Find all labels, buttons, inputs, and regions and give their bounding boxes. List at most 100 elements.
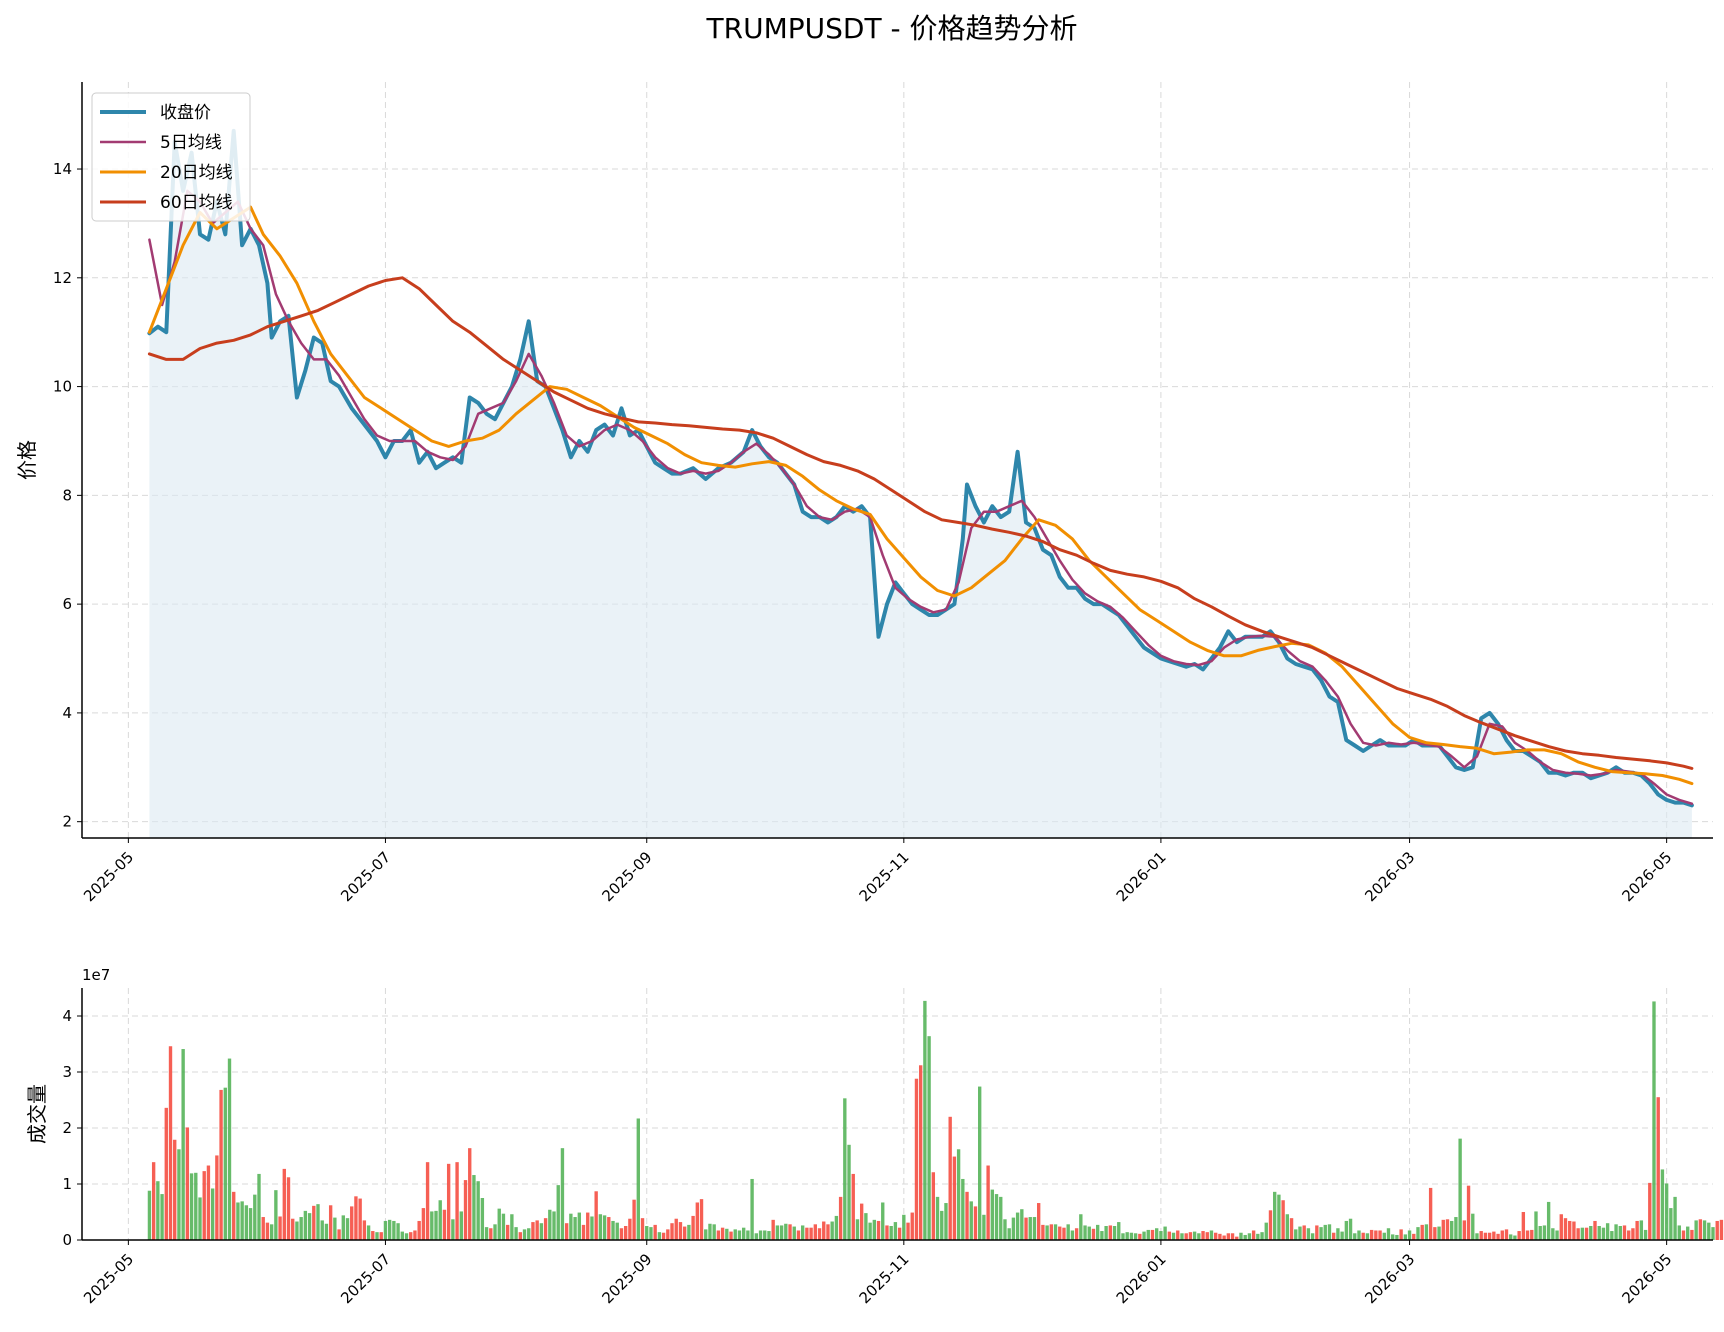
volume-bar — [1479, 1231, 1483, 1240]
volume-bar — [404, 1233, 409, 1240]
price-x-tick-label: 2026-03 — [1361, 848, 1418, 905]
volume-bar — [257, 1173, 261, 1240]
volume-bar — [1302, 1225, 1306, 1240]
volume-y-tick-label: 1 — [62, 1175, 72, 1193]
volume-bar — [548, 1209, 552, 1240]
volume-bar — [1251, 1230, 1256, 1240]
volume-bar — [822, 1221, 826, 1240]
volume-bar — [914, 1078, 919, 1240]
volume-bar — [181, 1049, 185, 1240]
volume-bar — [468, 1148, 472, 1240]
volume-bar — [1167, 1231, 1172, 1240]
volume-bar — [1416, 1227, 1420, 1240]
volume-bar — [168, 1046, 173, 1240]
volume-bar — [1277, 1194, 1281, 1240]
volume-bar — [1066, 1224, 1070, 1240]
volume-bar — [1003, 1219, 1007, 1240]
volume-bar — [1045, 1225, 1049, 1240]
volume-bar — [931, 1172, 936, 1240]
volume-bar — [577, 1212, 581, 1240]
volume-bar — [463, 1180, 468, 1240]
volume-bar — [615, 1222, 619, 1240]
volume-bar — [1487, 1232, 1492, 1240]
volume-bar — [1230, 1233, 1235, 1240]
volume-bar — [843, 1098, 847, 1240]
volume-bar — [1513, 1235, 1517, 1240]
volume-bar — [396, 1223, 400, 1240]
volume-bar — [767, 1231, 771, 1240]
volume-bar — [569, 1213, 573, 1240]
volume-bar — [1454, 1217, 1458, 1240]
volume-bar — [847, 1144, 851, 1240]
volume-bar — [1121, 1233, 1125, 1240]
volume-bar — [923, 1000, 927, 1240]
volume-bar — [189, 1173, 194, 1240]
volume-bar — [173, 1139, 177, 1240]
volume-bar — [746, 1230, 750, 1240]
volume-bar — [383, 1220, 388, 1240]
volume-bar — [1428, 1187, 1433, 1240]
volume-bar — [307, 1213, 312, 1240]
volume-bar — [1530, 1229, 1534, 1240]
volume-bar — [1117, 1222, 1121, 1240]
volume-bar — [1192, 1231, 1197, 1240]
volume-bar — [598, 1214, 603, 1240]
volume-bar — [1445, 1219, 1450, 1240]
volume-bar — [299, 1217, 303, 1240]
volume-bar — [1386, 1228, 1391, 1240]
volume-bar — [1660, 1169, 1665, 1240]
volume-bar — [194, 1172, 198, 1240]
volume-bar — [240, 1201, 244, 1240]
volume-bar — [666, 1229, 670, 1240]
volume-bar — [556, 1185, 560, 1240]
volume-bar — [594, 1191, 598, 1240]
volume-bar — [1521, 1212, 1526, 1240]
volume-bar — [1281, 1200, 1285, 1240]
volume-bar — [1336, 1228, 1340, 1240]
volume-bar — [763, 1230, 767, 1240]
volume-bar — [687, 1224, 691, 1240]
volume-bar — [1652, 1001, 1656, 1240]
legend-label: 收盘价 — [160, 103, 211, 123]
volume-x-tick-label: 2025-07 — [337, 1250, 394, 1307]
volume-bar — [657, 1232, 662, 1240]
legend-label: 60日均线 — [160, 193, 233, 213]
volume-bar — [1433, 1227, 1437, 1240]
volume-bar — [1496, 1233, 1500, 1240]
volume-bar — [1235, 1236, 1239, 1240]
volume-bar — [699, 1199, 704, 1240]
volume-bar — [552, 1211, 556, 1240]
volume-bar — [1593, 1220, 1597, 1240]
volume-bar — [1150, 1229, 1155, 1240]
volume-bar — [674, 1218, 678, 1240]
close-fill-area — [149, 130, 1692, 838]
volume-bar — [1622, 1225, 1627, 1240]
volume-bar — [1108, 1225, 1113, 1240]
volume-bar — [295, 1221, 299, 1240]
volume-bar — [800, 1225, 805, 1240]
volume-bar — [1441, 1219, 1445, 1240]
price-x-tick-label: 2025-05 — [80, 848, 137, 905]
volume-bar — [1555, 1230, 1559, 1240]
volume-bar — [581, 1224, 586, 1240]
volume-bar — [1614, 1224, 1618, 1240]
volume-bar — [750, 1178, 754, 1240]
volume-bar — [978, 1086, 982, 1240]
volume-bar — [265, 1222, 270, 1240]
volume-bar — [333, 1217, 337, 1240]
volume-y-tick-label: 0 — [62, 1231, 72, 1249]
volume-bar — [1083, 1225, 1087, 1240]
volume-bar — [623, 1226, 628, 1240]
volume-bar — [409, 1232, 413, 1240]
volume-bar — [986, 1165, 990, 1240]
volume-bar — [1310, 1233, 1315, 1240]
volume-bar — [1129, 1232, 1134, 1240]
volume-bar — [1601, 1227, 1606, 1240]
volume-bar — [1525, 1230, 1530, 1240]
volume-bar — [1176, 1230, 1180, 1240]
volume-bar — [392, 1220, 396, 1240]
volume-bar — [1062, 1227, 1066, 1240]
volume-bar — [1517, 1231, 1521, 1240]
volume-bar — [1589, 1226, 1593, 1240]
volume-bar — [927, 1036, 931, 1240]
